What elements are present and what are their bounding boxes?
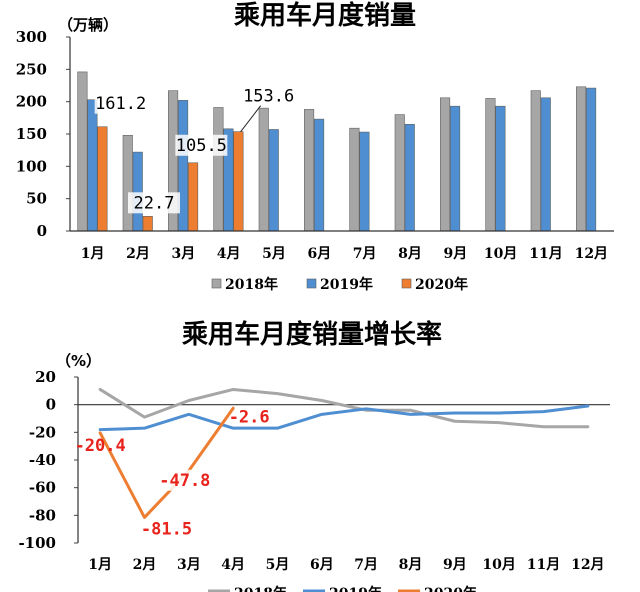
bar-y-tick-label: 50 [26,190,47,208]
bar-2019年-1月 [87,99,98,232]
bar-chart-unit-label: （万辆） [58,16,118,34]
line-chart: 乘用车月度销量增长率 （%） 20 0 -20 -40 -60 -80 -100 1月 2月 3月… [18,319,610,592]
line-legend-label: 2018年 [234,585,287,592]
line-y-tick-label: -100 [18,534,56,552]
bar-x-tick-label: 5月 [262,246,286,262]
bar-y-tick-label: 200 [16,93,47,111]
bar-x-tick-label: 11月 [529,246,562,262]
bar-annotation-leader [240,105,262,132]
line-legend-label: 2020年 [424,585,477,592]
line-series-2019年 [98,404,590,432]
bar-2019年-2月 [132,151,143,232]
bar-legend-label: 2020年 [415,276,468,293]
line-x-tick-label: 6月 [310,557,334,573]
line-x-tick-label: 7月 [354,557,378,573]
line-x-tick-label: 8月 [399,557,423,573]
line-data-label: -20.4 [75,436,126,456]
bar-2020年-2月 [142,216,153,232]
bar-legend-swatch-2019年 [306,278,317,289]
bar-2018年-1月 [77,71,88,232]
bar-legend-label: 2019年 [320,276,373,293]
line-legend-label: 2019年 [329,585,382,592]
line-x-tick-label: 4月 [221,557,245,573]
bar-2018年-9月 [440,97,451,232]
bar-x-tick-label: 2月 [126,246,150,262]
bar-2018年-5月 [258,107,269,232]
bar-2018年-11月 [530,90,541,232]
bar-2018年-6月 [304,109,315,232]
line-series-2020年 [98,406,235,519]
bar-x-tick-label: 1月 [81,246,105,262]
line-y-tick-label: -60 [29,479,56,497]
bar-2018年-8月 [394,114,405,232]
line-x-tick-label: 1月 [88,557,112,573]
line-x-tick-label: 5月 [266,557,290,573]
line-x-tick-label: 10月 [482,557,515,573]
bar-2020年-1月 [97,126,108,232]
bar-x-tick-label: 7月 [353,246,377,262]
bar-2019年-10月 [495,105,506,232]
line-series-2018年 [98,387,590,429]
bar-x-tick-label: 10月 [484,246,517,262]
bar-2018年-7月 [349,127,360,232]
line-x-tick-label: 11月 [527,557,560,573]
line-chart-title: 乘用车月度销量增长率 [181,319,442,350]
line-x-tick-label: 9月 [443,557,467,573]
line-data-label: -81.5 [141,519,192,539]
line-data-label: -47.8 [159,471,210,491]
bar-2019年-11月 [540,97,551,232]
bar-2018年-2月 [122,134,133,232]
bar-legend-swatch-2018年 [211,278,222,289]
bar-chart: 乘用车月度销量 （万辆） 0 50 100 150 200 250 300 1月 2月 3月 4月 5… [16,0,614,293]
bar-y-tick-label: 300 [16,28,47,46]
line-x-tick-label: 2月 [133,557,157,573]
line-y-tick-label: -80 [29,506,56,524]
bar-legend-label: 2018年 [225,276,278,293]
bar-2019年-7月 [359,131,370,232]
bar-2020年-3月 [188,162,199,232]
bar-annotation-bg [94,92,147,114]
line-chart-unit-label: （%） [56,352,101,370]
line-data-label: -2.6 [229,407,270,427]
bar-2018年-12月 [576,86,587,232]
bar-x-tick-label: 9月 [443,246,467,262]
bar-annotation-bg [128,192,180,214]
bar-x-tick-label: 6月 [307,246,331,262]
line-y-tick-label: -20 [29,423,56,441]
bar-data-label: 105.5 [176,136,227,156]
bar-x-tick-label: 3月 [171,246,195,262]
line-x-tick-label: 12月 [571,557,604,573]
bar-data-label: 161.2 [95,94,146,114]
line-annotation-bg [158,469,213,491]
bar-2019年-6月 [314,118,325,232]
line-y-tick-label: 0 [46,396,56,414]
bar-data-label: 22.7 [134,193,175,213]
bar-2019年-9月 [450,105,461,232]
bar-x-tick-label: 12月 [575,246,608,262]
bar-2018年-10月 [485,98,496,232]
bar-x-tick-label: 4月 [217,246,241,262]
bar-y-tick-label: 0 [37,222,47,240]
bar-y-tick-label: 150 [16,125,47,143]
bar-2019年-8月 [404,124,415,232]
bar-x-tick-label: 8月 [398,246,422,262]
line-x-tick-label: 3月 [177,557,201,573]
bar-legend-swatch-2020年 [401,278,412,289]
bar-y-tick-label: 250 [16,60,47,78]
bar-2020年-4月 [233,131,244,232]
bar-chart-title: 乘用车月度销量 [233,0,416,31]
bar-y-tick-label: 100 [16,157,47,175]
bar-2019年-12月 [586,87,597,232]
line-y-tick-label: -40 [29,451,56,469]
bar-2018年-4月 [213,107,224,232]
bar-annotation-bg [175,134,228,156]
bar-data-label: 153.6 [243,87,294,107]
bar-2019年-5月 [268,129,279,232]
line-y-tick-label: 20 [35,368,56,386]
